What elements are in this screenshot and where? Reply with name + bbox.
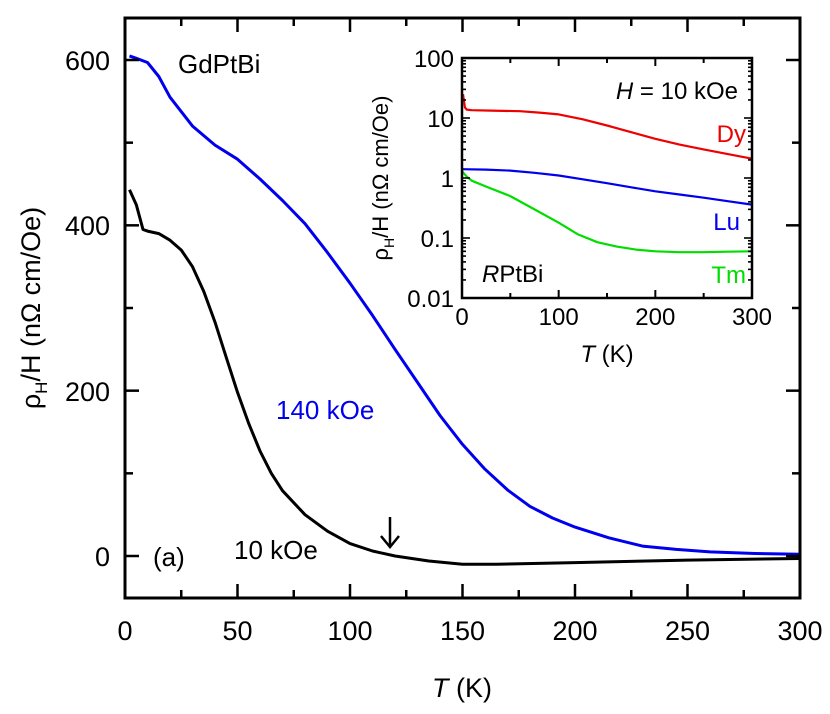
main-curves (128, 54, 801, 566)
series-line (129, 54, 801, 556)
transition-arrow-icon (380, 517, 400, 549)
field-label: H = 10 kOe (616, 78, 738, 105)
x-tick-label: 250 (665, 616, 710, 646)
series-line (128, 189, 801, 566)
field-value: = 10 kOe (633, 78, 738, 105)
main-y-axis-title: ρH/H (nΩ cm/Oe) (16, 207, 51, 409)
inset-y-tick-label: 0.01 (407, 286, 454, 313)
inset-y-axis-sub: H (381, 238, 397, 248)
inset-y-axis-rest: /H (nΩ cm/Oe) (368, 96, 393, 238)
y-axis-rest: /H (nΩ cm/Oe) (16, 207, 46, 382)
inset-series-line (461, 168, 753, 206)
field-var: H (616, 78, 634, 105)
inset-x-axis-title: T (K) (580, 341, 633, 368)
y-tick-label: 200 (65, 377, 110, 407)
compound-rest: PtBi (499, 261, 543, 288)
inset-y-axis-rho: ρ (368, 248, 393, 261)
x-axis-var: T (432, 673, 451, 703)
y-tick-label: 0 (95, 542, 110, 572)
inset-y-tick-label: 1 (441, 166, 454, 193)
y-axis-rho: ρ (16, 394, 46, 409)
inset-axis-ticks (461, 57, 753, 299)
series-label-10koe: 10 kOe (234, 535, 318, 565)
inset-y-tick-labels: 0.01 0.1 1 10 100 (407, 46, 454, 313)
x-tick-label: 50 (222, 616, 252, 646)
main-x-tick-labels: 0 50 100 150 200 250 300 (117, 616, 822, 646)
series-label-tm: Tm (711, 262, 746, 289)
inset-background (462, 58, 752, 298)
compound-r: R (482, 261, 499, 288)
x-tick-label: 150 (440, 616, 485, 646)
main-plot: 0 50 100 150 200 250 300 0 200 400 600 T… (16, 16, 823, 703)
inset-curves (461, 93, 753, 254)
y-axis-sub: H (32, 382, 51, 394)
y-tick-label: 600 (65, 46, 110, 76)
x-tick-label: 100 (327, 616, 372, 646)
inset-y-tick-label: 0.1 (421, 226, 454, 253)
inset-x-tick-label: 100 (539, 304, 579, 331)
inset-y-tick-label: 100 (414, 46, 454, 73)
inset-x-tick-label: 0 (455, 304, 468, 331)
main-y-tick-labels: 0 200 400 600 (65, 46, 110, 572)
x-axis-unit: (K) (449, 673, 493, 703)
series-label-dy: Dy (717, 121, 746, 148)
inset-plot: 0 100 200 300 0.01 0.1 1 10 100 T (K) ρH… (368, 46, 772, 368)
x-tick-label: 0 (117, 616, 132, 646)
compound-label: GdPtBi (178, 49, 260, 79)
x-tick-label: 200 (552, 616, 597, 646)
inset-x-axis-unit: (K) (595, 341, 634, 368)
inset-y-tick-label: 10 (427, 106, 454, 133)
inset-x-tick-label: 200 (635, 304, 675, 331)
series-label-140koe: 140 kOe (276, 395, 374, 425)
panel-label: (a) (153, 542, 185, 572)
inset-x-tick-label: 300 (732, 304, 772, 331)
inset-series-line (461, 170, 753, 254)
y-tick-label: 400 (65, 211, 110, 241)
x-tick-label: 300 (777, 616, 822, 646)
inset-series-line (461, 93, 753, 160)
inset-x-tick-labels: 0 100 200 300 (455, 304, 772, 331)
inset-x-axis-var: T (580, 341, 597, 368)
inset-y-axis-title: ρH/H (nΩ cm/Oe) (368, 96, 397, 261)
series-label-lu: Lu (713, 209, 740, 236)
main-x-axis-title: T (K) (432, 673, 492, 703)
compound-family-label: RPtBi (482, 261, 543, 288)
main-axis-ticks (123, 18, 802, 598)
